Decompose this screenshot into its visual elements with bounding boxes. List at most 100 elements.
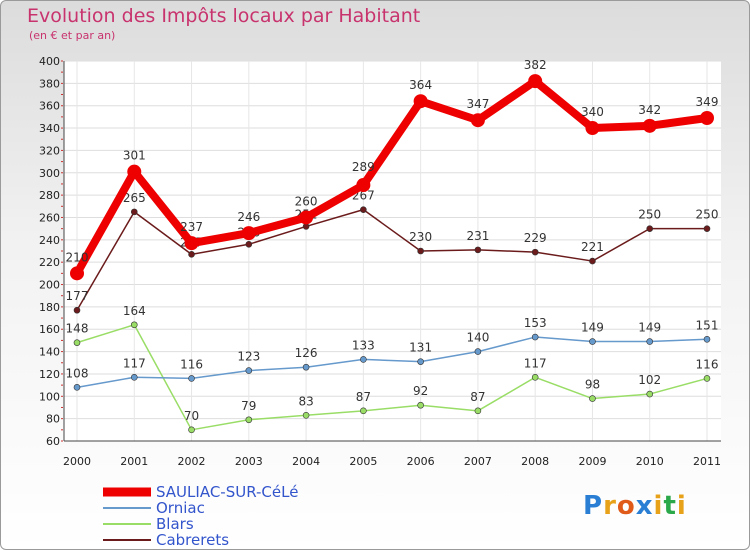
data-point: [703, 225, 711, 232]
data-point: [245, 416, 253, 424]
x-tick-label: 2002: [178, 455, 206, 468]
series-orniac: 108 117 116 123 126 133 131 140 153 149 149 151: [66, 316, 719, 391]
data-point: [589, 395, 596, 402]
data-label: 116: [180, 357, 203, 371]
data-label: 289: [352, 160, 375, 174]
data-label: 349: [696, 95, 719, 109]
data-point: [245, 240, 253, 248]
data-point: [700, 111, 714, 125]
data-label: 164: [123, 304, 146, 318]
data-label: 237: [180, 220, 203, 234]
series-sauliac-sur-c-l: 210 301 237 246 260 289 364 347 382 340 342 349: [66, 58, 719, 281]
y-tick-label: 200: [39, 279, 60, 292]
data-point: [703, 375, 711, 382]
data-point: [531, 248, 539, 256]
data-label: 221: [581, 240, 604, 254]
series-line-cabrerets: [76, 208, 708, 311]
data-point: [127, 164, 142, 179]
y-tick-label: 380: [39, 77, 60, 90]
data-label: 131: [409, 341, 432, 355]
y-tick-label: 300: [39, 167, 60, 180]
logo-letter: x: [635, 491, 654, 521]
y-tick-label: 220: [39, 256, 60, 269]
data-point: [646, 390, 654, 398]
x-tick-label: 2004: [292, 455, 320, 468]
data-point: [73, 339, 81, 346]
data-label: 149: [638, 321, 661, 335]
y-tick-label: 160: [39, 323, 60, 336]
data-label: 117: [524, 356, 547, 370]
y-tick-label: 180: [39, 301, 60, 314]
logo-letter: r: [603, 491, 617, 521]
series-line-sauliac-sur-c-l: [73, 77, 711, 278]
data-label: 230: [409, 230, 432, 244]
y-tick-label: 100: [39, 390, 60, 403]
data-label: 265: [123, 191, 146, 205]
data-point: [589, 257, 596, 265]
data-point: [188, 426, 195, 434]
y-tick-label: 400: [39, 55, 60, 68]
x-tick-label: 2009: [578, 455, 606, 468]
data-label: 108: [66, 366, 89, 380]
data-label: 229: [524, 231, 547, 245]
data-label: 151: [696, 318, 719, 332]
data-point: [528, 74, 543, 89]
data-point: [70, 266, 84, 281]
data-point: [470, 113, 485, 128]
data-label: 260: [295, 194, 318, 208]
data-label: 116: [696, 357, 719, 371]
data-point: [474, 246, 482, 254]
data-point: [299, 210, 314, 225]
x-tick-label: 2007: [464, 455, 492, 468]
data-label: 83: [298, 394, 313, 408]
data-point: [417, 401, 424, 409]
data-point: [531, 373, 539, 381]
data-label: 149: [581, 321, 604, 335]
data-label: 177: [66, 289, 89, 303]
data-point: [646, 225, 654, 232]
data-point: [245, 367, 253, 374]
series-line-blars: [76, 324, 708, 431]
chart-subtitle: (en € et par an): [29, 29, 116, 42]
data-label: 246: [237, 210, 260, 224]
y-tick-label: 360: [39, 100, 60, 113]
data-point: [589, 338, 596, 345]
x-tick-label: 2010: [636, 455, 664, 468]
data-label: 250: [696, 208, 719, 222]
data-label: 153: [524, 316, 547, 330]
data-point: [417, 358, 424, 365]
series-blars: 148 164 70 79 83 87 92 87 117 98 102 116: [66, 304, 719, 434]
data-label: 87: [470, 390, 485, 404]
x-tick-label: 2000: [63, 455, 91, 468]
data-point: [188, 251, 195, 258]
logo-letter: t: [663, 491, 677, 521]
x-tick-label: 2005: [349, 455, 377, 468]
series-line-orniac: [76, 336, 708, 389]
y-tick-label: 120: [39, 368, 60, 381]
data-label: 79: [241, 399, 256, 413]
data-point: [130, 321, 138, 329]
y-tick-label: 320: [39, 144, 60, 157]
data-point: [130, 373, 138, 381]
data-point: [417, 247, 424, 255]
data-point: [241, 226, 256, 241]
data-label: 148: [66, 322, 89, 336]
data-point: [413, 94, 428, 109]
data-label: 342: [638, 103, 661, 117]
axes: 60 80 100 120 140 160 180 200 220 240 260 280 300 320…: [39, 55, 721, 468]
data-label: 364: [409, 78, 432, 92]
data-point: [585, 121, 600, 136]
data-label: 140: [466, 331, 489, 345]
data-point: [474, 348, 482, 355]
data-label: 133: [352, 338, 375, 352]
data-point: [474, 407, 482, 415]
data-label: 347: [466, 97, 489, 111]
data-point: [703, 335, 711, 343]
data-point: [642, 118, 657, 133]
logo-letter: P: [583, 491, 604, 521]
x-tick-label: 2011: [693, 455, 721, 468]
y-tick-label: 340: [39, 122, 60, 135]
y-tick-label: 260: [39, 211, 60, 224]
